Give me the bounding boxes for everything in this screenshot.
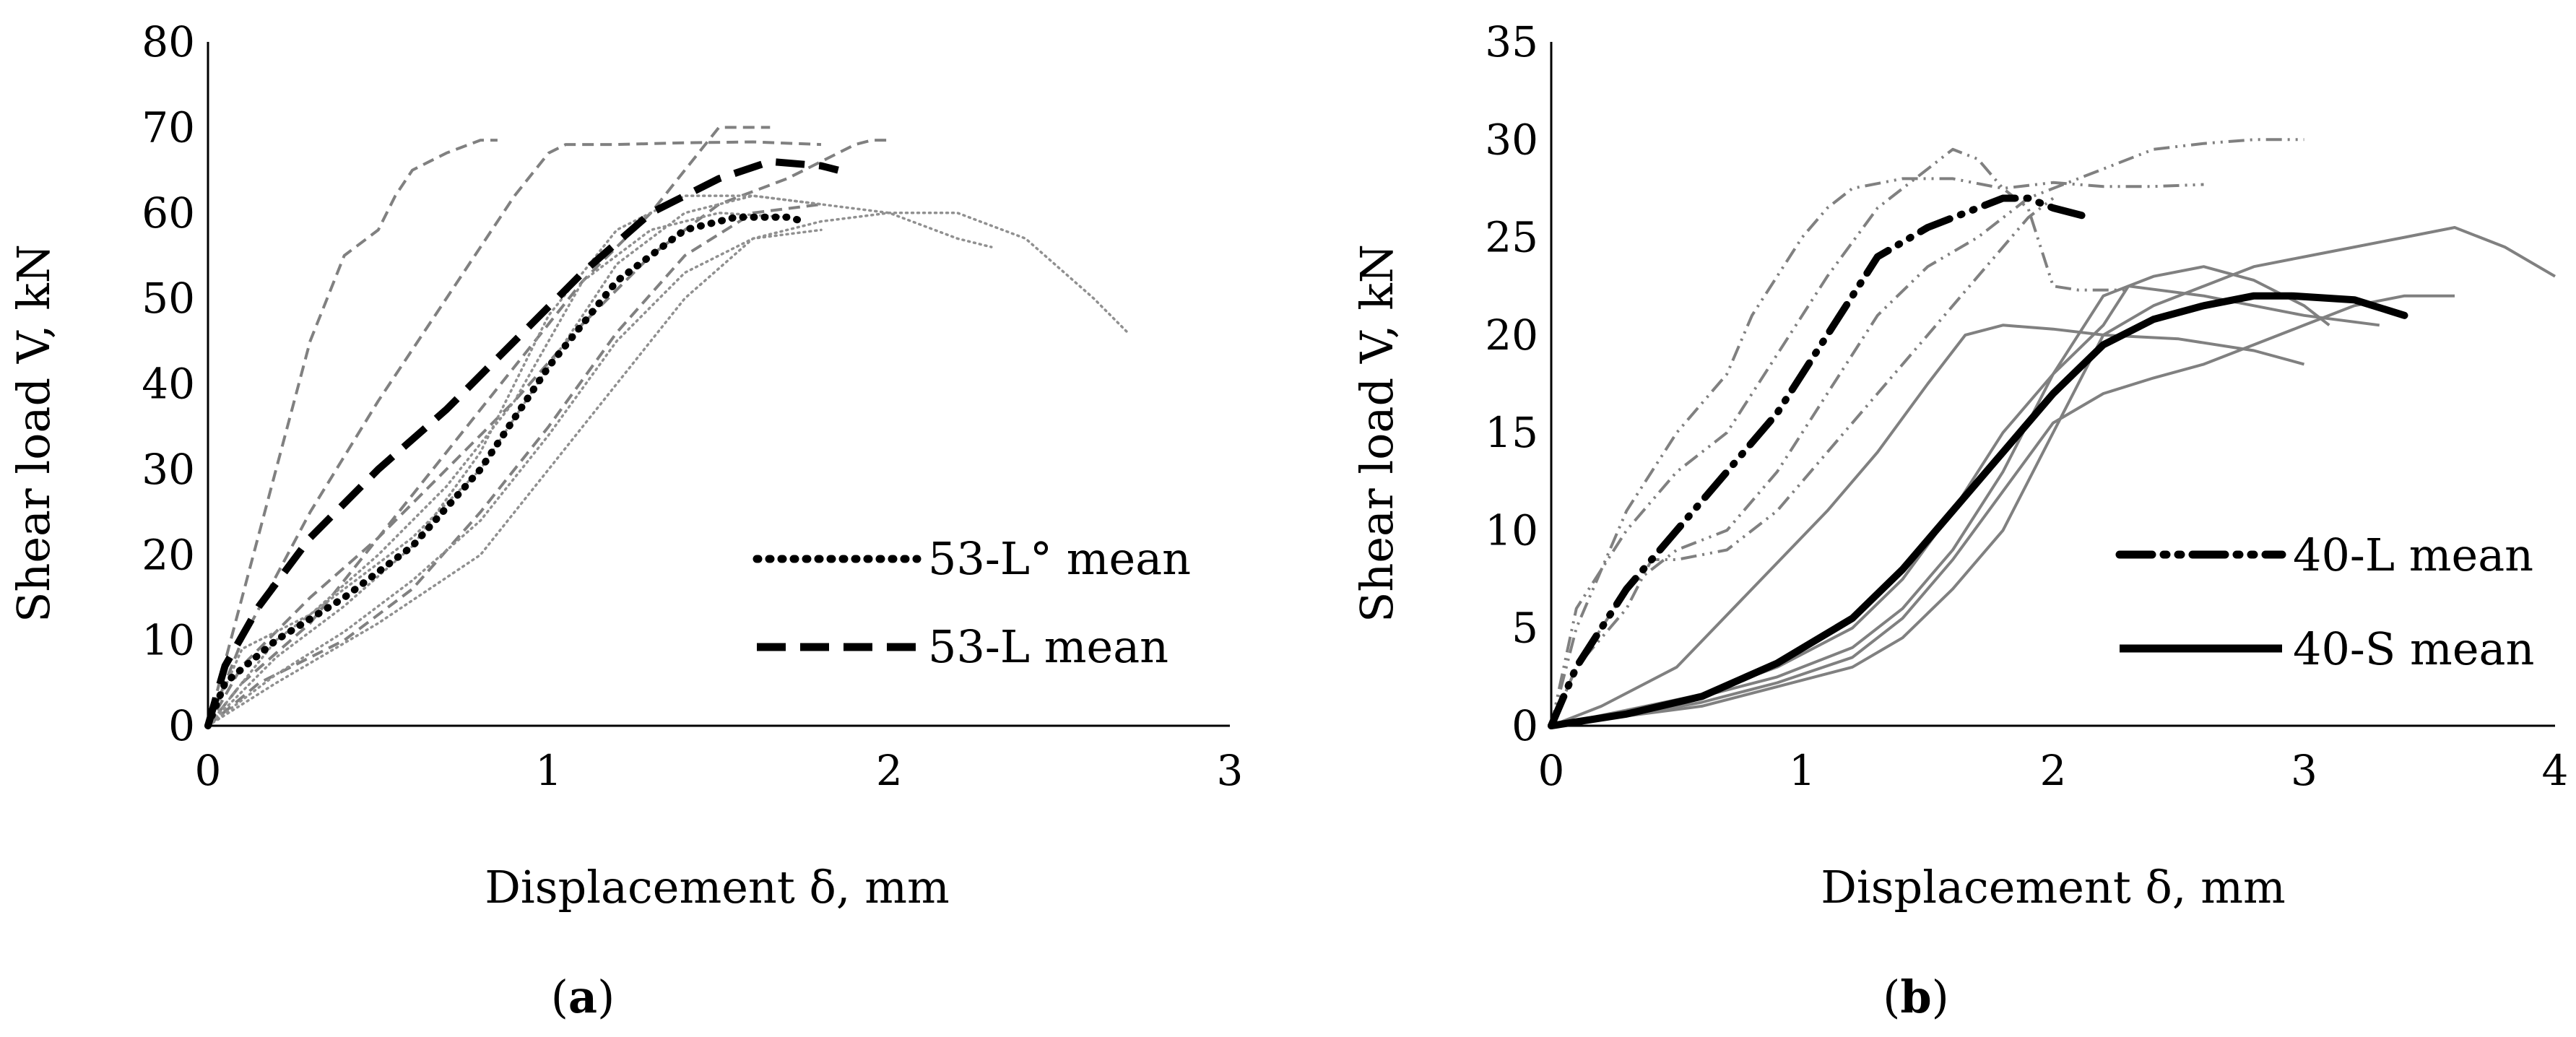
x-tick-label: 1 [1789, 746, 1816, 795]
panel-b-series-group [1548, 138, 2557, 729]
series-53-l-degree-specimen-4 [207, 228, 823, 727]
y-tick-label: 15 [1485, 408, 1538, 457]
series-53-l-specimen-2 [207, 140, 822, 726]
series-53-l-degree-specimen-2 [207, 194, 993, 727]
x-tick-label: 3 [1217, 746, 1244, 795]
x-tick-label: 4 [2542, 746, 2569, 795]
legend-label-40-s-mean: 40-S mean [2293, 622, 2534, 675]
panel-b-tick-labels: 0 1 2 3 4 0 5 10 15 20 25 30 35 [1485, 17, 2568, 795]
y-tick-label: 30 [1485, 115, 1538, 164]
panel-a-label-open: ( [551, 971, 568, 1023]
series-53-l-specimen-5 [207, 202, 822, 727]
panel-a-series-group [204, 126, 1129, 729]
legend-label-53-l-mean: 53-L mean [928, 620, 1168, 673]
panel-b-axes [1550, 42, 2555, 727]
panel-a-label-close: ) [597, 971, 615, 1023]
series-53-l-degree-mean [204, 213, 808, 729]
series-40-l-mean [1548, 194, 2095, 729]
panel-b-chart: 0 1 2 3 4 0 5 10 15 20 25 30 35 Displacement δ, mm S… [1350, 17, 2568, 1023]
panel-b-label-close: ) [1932, 971, 1949, 1023]
y-tick-label: 80 [142, 17, 195, 66]
panel-b-label-letter: b [1900, 971, 1931, 1023]
y-tick-label: 60 [142, 188, 195, 238]
series-53-l-mean [204, 157, 839, 727]
y-tick-label: 0 [1512, 701, 1538, 750]
y-tick-label: 50 [142, 274, 195, 323]
x-tick-label: 2 [2040, 746, 2067, 795]
series-40-s-specimen-2 [1551, 226, 2557, 727]
legend-label-40-l-mean: 40-L mean [2293, 529, 2533, 581]
panel-b-label: (b) [1883, 971, 1949, 1023]
panel-b-y-axis-title: Shear load V, kN [1350, 244, 1403, 622]
panel-b-legend: 40-L mean 40-S mean [2115, 529, 2534, 675]
series-40-l-specimen-4 [1550, 196, 2055, 726]
y-tick-label: 30 [142, 445, 195, 494]
y-tick-label: 40 [142, 360, 195, 409]
y-tick-label: 0 [168, 701, 195, 750]
panel-a-legend: 53-L° mean 53-L mean [753, 532, 1191, 673]
series-53-l-specimen-3 [207, 126, 771, 727]
panel-a-x-axis-title: Displacement δ, mm [485, 861, 950, 914]
y-tick-label: 10 [142, 616, 195, 665]
panel-b-x-axis-title: Displacement δ, mm [1821, 861, 2286, 914]
y-tick-label: 35 [1485, 17, 1538, 66]
series-40-s-mean [1548, 292, 2408, 729]
x-tick-label: 0 [195, 746, 222, 795]
y-tick-label: 20 [1485, 311, 1538, 360]
x-tick-label: 1 [535, 746, 562, 795]
series-53-l-specimen-1 [207, 139, 498, 726]
panel-a-label-letter: a [568, 971, 597, 1023]
y-tick-label: 70 [142, 103, 195, 152]
series-53-l-specimen-4 [207, 139, 890, 726]
x-tick-label: 3 [2291, 746, 2317, 795]
panel-a-label: (a) [551, 971, 615, 1023]
series-40-l-specimen-3 [1550, 138, 2304, 726]
series-53-l-degree-specimen-5 [207, 212, 789, 727]
series-40-s-specimen-3 [1551, 265, 2330, 727]
legend-label-53-l-degree-mean: 53-L° mean [928, 532, 1191, 585]
y-tick-label: 5 [1512, 604, 1538, 653]
x-tick-label: 2 [876, 746, 903, 795]
series-53-l-degree-specimen-1 [207, 212, 1129, 727]
series-40-l-specimen-1 [1550, 147, 2129, 726]
panel-a-axes [207, 42, 1230, 727]
panel-a-y-axis-title: Shear load V, kN [7, 244, 60, 622]
series-40-s-specimen-1 [1551, 324, 2305, 727]
y-tick-label: 25 [1485, 213, 1538, 262]
x-tick-label: 0 [1538, 746, 1565, 795]
panel-b-label-open: ( [1883, 971, 1900, 1023]
y-tick-label: 10 [1485, 506, 1538, 555]
y-tick-label: 20 [142, 530, 195, 579]
series-40-l-specimen-2 [1550, 177, 2204, 726]
